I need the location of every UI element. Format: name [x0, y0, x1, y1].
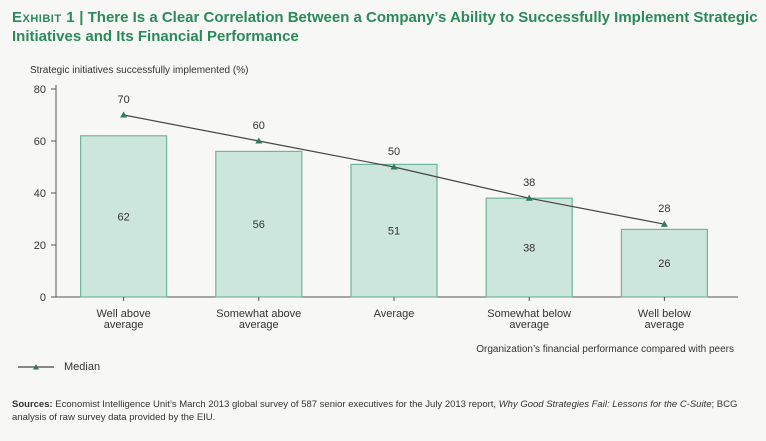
- bar-value-label: 51: [388, 226, 400, 238]
- legend-median-swatch: [18, 364, 54, 370]
- median-value-label: 50: [388, 146, 400, 158]
- median-marker: [255, 137, 263, 144]
- title-text: There Is a Clear Correlation Between a C…: [12, 9, 758, 45]
- median-marker: [525, 194, 533, 201]
- sources-label: Sources:: [12, 399, 53, 410]
- title-separator: |: [75, 9, 88, 26]
- bar-value-label: 62: [117, 211, 129, 223]
- x-tick-label: average: [645, 319, 685, 331]
- x-tick-label: average: [509, 319, 549, 331]
- median-value-label: 60: [253, 120, 265, 132]
- bar: [215, 150, 303, 298]
- median-marker: [390, 163, 398, 170]
- x-tick-label: Somewhat below: [487, 308, 571, 320]
- bar-value-label: 38: [523, 243, 535, 255]
- y-tick-label: 40: [34, 188, 46, 200]
- x-tick-label: average: [239, 319, 279, 331]
- bar: [485, 197, 573, 298]
- median-value-label: 70: [117, 94, 129, 106]
- report-title: Why Good Strategies Fail: Lessons for th…: [498, 399, 712, 410]
- bar-value-label: 56: [253, 219, 265, 231]
- median-marker: [660, 220, 668, 227]
- sources-note: Sources: Economist Intelligence Unit’s M…: [12, 398, 756, 424]
- y-tick-label: 60: [34, 136, 46, 148]
- sources-text-1: Economist Intelligence Unit’s March 2013…: [52, 399, 499, 410]
- chart-area: Strategic initiatives successfully imple…: [30, 65, 738, 355]
- sources-text-2: ; BCG analysis of raw survey data provid…: [12, 399, 738, 423]
- bar: [350, 163, 438, 298]
- x-tick-label: Well above: [96, 308, 150, 320]
- x-tick-label: Somewhat above: [216, 308, 301, 320]
- median-marker: [120, 111, 128, 118]
- median-value-label: 28: [658, 203, 670, 215]
- x-tick-label: average: [104, 319, 144, 331]
- chart-title: Exhibit 1 | There Is a Clear Correlation…: [12, 8, 760, 46]
- bar-value-label: 26: [658, 258, 670, 270]
- legend-median-label: Median: [64, 361, 101, 373]
- exhibit-label: Exhibit 1: [12, 9, 76, 26]
- y-tick-label: 20: [34, 240, 46, 252]
- y-tick-label: 0: [40, 292, 46, 304]
- median-value-label: 38: [523, 177, 535, 189]
- x-tick-label: Well below: [638, 308, 691, 320]
- bar: [79, 135, 168, 298]
- y-axis-title: Strategic initiatives successfully imple…: [30, 65, 248, 76]
- y-tick-label: 80: [34, 84, 46, 96]
- x-tick-label: Average: [374, 308, 415, 320]
- bar: [620, 228, 709, 298]
- x-axis-title: Organization’s financial performance com…: [476, 344, 734, 355]
- legend: Median: [16, 361, 100, 373]
